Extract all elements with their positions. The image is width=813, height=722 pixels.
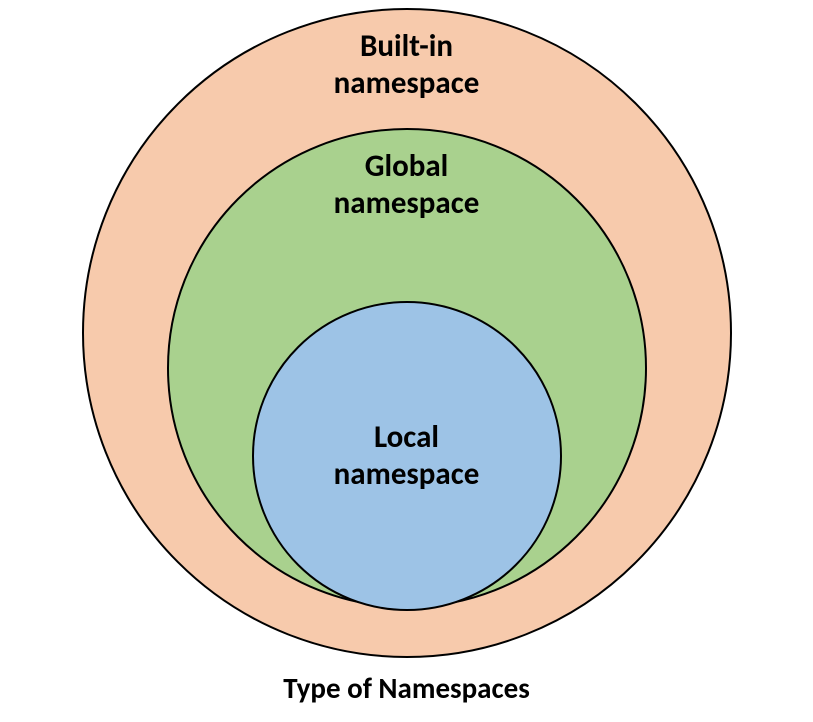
outer-label-line2: namespace <box>334 64 480 102</box>
inner-label-line1: Local <box>374 418 439 456</box>
outer-label-line1: Built-in <box>360 27 453 65</box>
namespace-diagram: Built-in namespace Global namespace Loca… <box>82 8 732 658</box>
inner-label-line2: namespace <box>334 455 480 493</box>
outer-circle-label: Built-in namespace <box>334 28 480 102</box>
middle-label-line2: namespace <box>334 184 480 222</box>
middle-circle-label: Global namespace <box>334 148 480 222</box>
inner-circle-label: Local namespace <box>334 419 480 493</box>
inner-circle: Local namespace <box>252 301 562 611</box>
diagram-caption: Type of Namespaces <box>283 670 530 706</box>
middle-label-line1: Global <box>365 147 449 185</box>
